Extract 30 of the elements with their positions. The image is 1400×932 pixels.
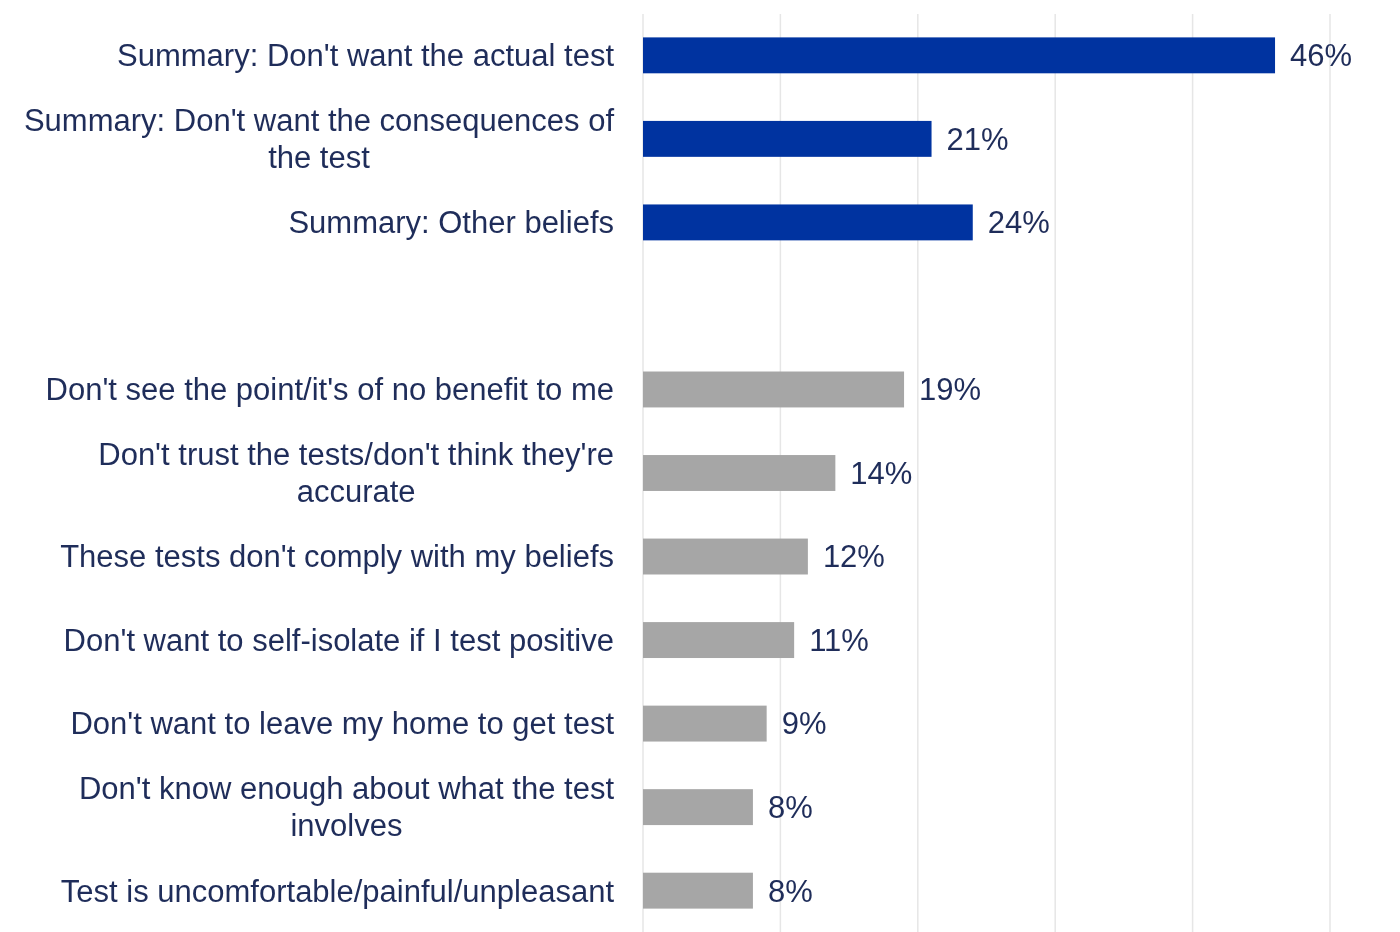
y-tick-label: Summary: Don't want the consequences of the test: [23, 103, 615, 176]
data-label: 9%: [781, 706, 827, 742]
data-label: 24%: [987, 205, 1050, 241]
y-tick-label: Don't see the point/it's of no benefit to me: [45, 372, 614, 408]
y-tick-label: Don't know enough about what the test involves: [78, 771, 615, 844]
data-label: 8%: [767, 873, 813, 909]
bar: [643, 371, 905, 408]
y-tick-label: Summary: Other beliefs: [288, 205, 614, 241]
bar: [643, 705, 767, 742]
data-label: 14%: [850, 455, 913, 491]
data-label: 19%: [919, 372, 982, 408]
y-tick-label: Don't want to self-isolate if I test positive: [63, 622, 614, 658]
data-label: 21%: [946, 121, 1009, 157]
y-tick-label: These tests don't comply with my beliefs: [60, 539, 614, 575]
data-label: 46%: [1290, 38, 1353, 74]
data-label: 12%: [822, 539, 885, 575]
bar: [643, 120, 932, 157]
y-tick-label: Test is uncomfortable/painful/unpleasant: [60, 873, 615, 909]
bar: [643, 204, 973, 241]
bar: [643, 872, 753, 909]
bar: [643, 622, 795, 659]
y-tick-label: Don't want to leave my home to get test: [70, 706, 615, 742]
data-label: 8%: [767, 789, 813, 825]
y-tick-label: Don't trust the tests/don't think they're accurate: [98, 437, 615, 510]
data-label: 11%: [809, 622, 869, 658]
bar: [643, 538, 808, 575]
y-tick-label: Summary: Don't want the actual test: [117, 38, 615, 74]
bar: [643, 37, 1276, 74]
bar: [643, 455, 836, 491]
bar: [643, 789, 753, 826]
